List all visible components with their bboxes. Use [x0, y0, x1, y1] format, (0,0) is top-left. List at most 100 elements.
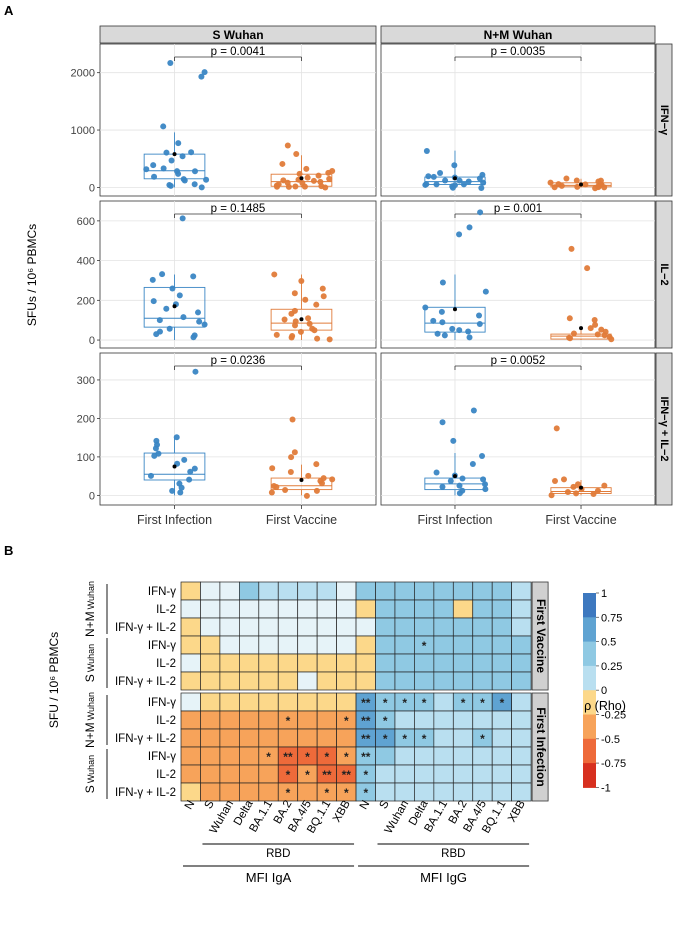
heatmap-cell — [297, 617, 318, 637]
heatmap-cell — [258, 653, 279, 673]
heatmap-cell — [433, 692, 454, 712]
facet-label: First Vaccine — [534, 599, 548, 673]
row-strip — [655, 352, 673, 506]
significance-star: * — [500, 696, 505, 710]
data-point — [553, 425, 560, 432]
data-point — [465, 328, 472, 335]
heatmap-cell — [219, 782, 240, 802]
heatmap-cell — [219, 581, 240, 601]
data-point — [273, 331, 280, 338]
data-point — [160, 165, 167, 172]
data-point — [456, 231, 463, 238]
data-point — [456, 482, 463, 489]
data-point — [470, 407, 477, 414]
data-point — [456, 177, 463, 184]
panel-frame — [380, 352, 656, 506]
legend-tick-label: 0.5 — [601, 637, 616, 649]
heatmap-cell — [394, 671, 415, 691]
heatmap-row-label: IFN-γ — [148, 586, 176, 598]
data-point — [179, 215, 186, 222]
column-header: N+M Wuhan — [484, 28, 553, 42]
heatmap-cell — [277, 635, 299, 655]
heatmap-cell — [200, 692, 221, 712]
significance-star: * — [325, 786, 330, 800]
heatmap-cell — [277, 617, 299, 637]
significance-star: * — [422, 696, 427, 710]
legend-tick-label: 0 — [601, 685, 607, 697]
heatmap-cell — [200, 764, 221, 784]
heatmap-cell — [200, 635, 221, 655]
heatmap-cell — [219, 635, 240, 655]
heatmap-cell — [472, 617, 493, 637]
isotype-label: MFI IgG — [420, 870, 467, 885]
heatmap-cell — [316, 671, 337, 691]
data-point — [482, 486, 489, 493]
heatmap-row-label: IFN-γ + IL-2 — [115, 733, 176, 745]
data-point — [291, 449, 298, 456]
heatmap-cell — [375, 599, 396, 619]
heatmap-cell — [375, 653, 396, 673]
heatmap-cell — [180, 710, 201, 730]
rbd-label: RBD — [441, 848, 465, 860]
data-point — [298, 277, 305, 284]
data-point — [422, 181, 429, 188]
significance-star: * — [266, 750, 271, 764]
data-point — [268, 489, 275, 496]
data-point — [466, 334, 473, 341]
heatmap-cell — [219, 671, 240, 691]
heatmap-cell — [180, 581, 201, 601]
data-point — [311, 327, 318, 334]
data-point — [160, 123, 167, 130]
data-point — [594, 331, 601, 338]
data-point — [284, 142, 291, 149]
data-point — [591, 316, 598, 323]
row-group-sub: Wuhan — [86, 692, 96, 720]
data-point — [439, 319, 446, 326]
heatmap-cell — [433, 728, 454, 748]
data-point — [476, 320, 483, 327]
data-point — [450, 437, 457, 444]
legend-tick-label: -0.75 — [601, 758, 626, 770]
data-point — [291, 290, 298, 297]
mean-marker — [172, 464, 177, 469]
row-group-sub: Wuhan — [86, 581, 96, 609]
heatmap-row-label: IL-2 — [156, 769, 176, 781]
heatmap-cell — [336, 671, 357, 691]
heatmap-cell — [219, 746, 240, 766]
data-point — [592, 185, 599, 192]
data-point — [449, 325, 456, 332]
data-point — [456, 327, 463, 334]
data-point — [306, 320, 313, 327]
row-group-main: N+M — [83, 722, 97, 748]
mean-marker — [579, 182, 584, 187]
heatmap-cell — [258, 599, 279, 619]
data-point — [568, 245, 575, 252]
data-point — [449, 184, 456, 191]
heatmap-cell — [433, 746, 454, 766]
data-point — [156, 317, 163, 324]
heatmap-cell — [258, 635, 279, 655]
heatmap-cell — [355, 653, 376, 673]
legend-swatch — [583, 738, 596, 764]
legend-swatch — [583, 690, 596, 715]
data-point — [303, 492, 310, 499]
heatmap-cell — [219, 653, 240, 673]
data-point — [482, 288, 489, 295]
heatmap-cell — [180, 617, 201, 637]
data-point — [177, 489, 184, 496]
significance-star: * — [383, 714, 388, 728]
heatmap-cell — [491, 764, 513, 784]
heatmap-cell — [200, 599, 221, 619]
heatmap-cell — [219, 599, 240, 619]
heatmap-cell — [258, 671, 279, 691]
data-point — [320, 293, 327, 300]
data-point — [437, 170, 444, 177]
heatmap-cell — [414, 617, 435, 637]
legend-tick-label: 0.25 — [601, 661, 622, 673]
heatmap-cell — [336, 635, 357, 655]
significance-star: ** — [361, 750, 371, 764]
heatmap-cell — [239, 617, 260, 637]
data-point — [584, 265, 591, 272]
heatmap-cell — [375, 671, 396, 691]
data-point — [314, 335, 321, 342]
